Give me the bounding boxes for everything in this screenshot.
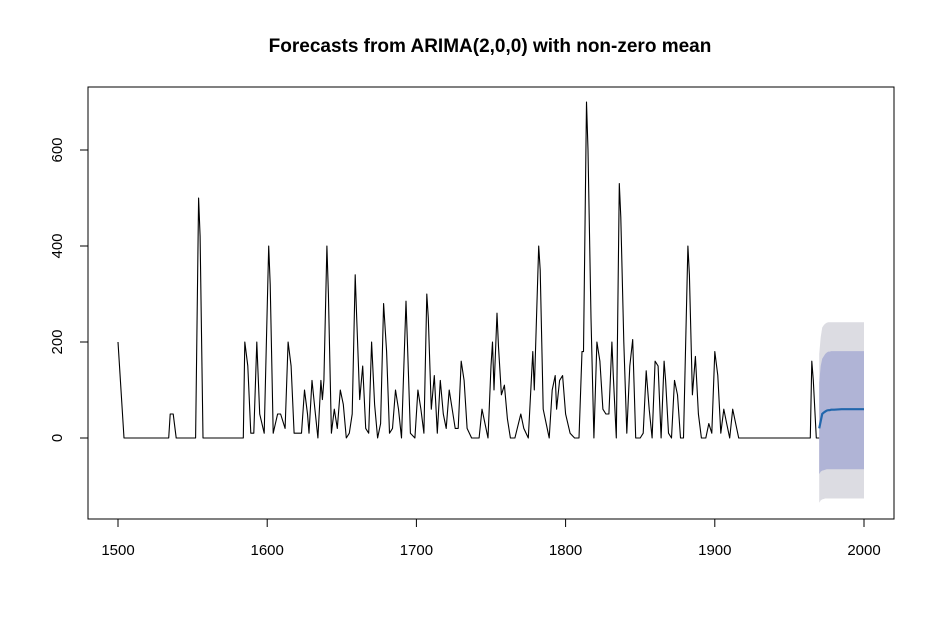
prediction-bands	[819, 322, 864, 503]
x-axis: 1500 1600 1700 1800 1900 2000	[101, 518, 881, 559]
observed-series-line	[117, 101, 820, 439]
x-tick-label: 2000	[847, 542, 880, 559]
band-80	[819, 351, 864, 474]
y-tick-label: 600	[49, 137, 66, 162]
x-tick-label: 1800	[549, 542, 582, 559]
y-tick-label: 400	[49, 233, 66, 258]
y-tick-label: 0	[49, 434, 66, 442]
y-axis: 0 200 400 600	[49, 137, 89, 442]
x-tick-label: 1900	[698, 542, 731, 559]
chart-title: Forecasts from ARIMA(2,0,0) with non-zer…	[269, 36, 712, 57]
forecast-mean-line	[818, 408, 864, 429]
plot-frame	[87, 86, 895, 520]
y-tick-label: 200	[49, 329, 66, 354]
series-group	[117, 101, 864, 439]
x-tick-label: 1600	[251, 542, 284, 559]
x-tick-label: 1700	[400, 542, 433, 559]
x-tick-label: 1500	[101, 542, 134, 559]
